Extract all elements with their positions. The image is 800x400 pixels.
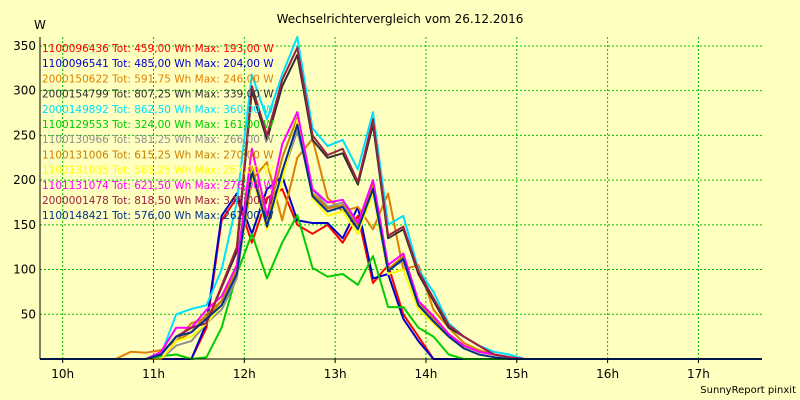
y-tick-label: 250 <box>13 128 36 142</box>
x-tick-label: 16h <box>596 367 619 381</box>
y-tick-label: 300 <box>13 84 36 98</box>
y-tick-label: 50 <box>21 307 36 321</box>
legend-entry-1100148421: 1100148421 Tot: 576,00 Wh Max: 262,00 W <box>42 210 274 222</box>
y-tick-label: 200 <box>13 173 36 187</box>
x-tick-label: 10h <box>51 367 74 381</box>
legend-entry-1100129553: 1100129553 Tot: 324,00 Wh Max: 161,00 W <box>42 119 274 131</box>
tick-labels: 50 100 150 200 250 300 350 10h 11h 12h 13h 14h 15h 16… <box>13 39 710 381</box>
x-tick-label: 15h <box>505 367 528 381</box>
legend-entry-1100130966: 1100130966 Tot: 581,25 Wh Max: 266,00 W <box>42 134 274 146</box>
x-tick-label: 12h <box>233 367 256 381</box>
x-tick-label: 11h <box>142 367 165 381</box>
legend-entry-1101131074: 1101131074 Tot: 621,50 Wh Max: 276,00 W <box>42 180 274 192</box>
x-tick-label: 13h <box>324 367 347 381</box>
y-axis-unit: W <box>34 18 46 32</box>
legend-entry-2000149892: 2000149892 Tot: 862,50 Wh Max: 360,00 W <box>42 104 274 116</box>
legend: 1100096436 Tot: 459,00 Wh Max: 193,00 W 1… <box>42 43 274 222</box>
legend-entry-1100096541: 1100096541 Tot: 485,00 Wh Max: 204,00 W <box>42 58 274 70</box>
legend-entry-2000150622: 2000150622 Tot: 591,75 Wh Max: 246,00 W <box>42 73 274 85</box>
credit-text: SunnyReport pinxit <box>700 385 796 396</box>
x-tick-label: 14h <box>415 367 438 381</box>
y-tick-label: 150 <box>13 218 36 232</box>
legend-entry-2000154799: 2000154799 Tot: 807,25 Wh Max: 339,00 W <box>42 89 274 101</box>
legend-entry-1100096436: 1100096436 Tot: 459,00 Wh Max: 193,00 W <box>42 43 274 55</box>
x-tick-label: 17h <box>687 367 710 381</box>
chart-title: Wechselrichtervergleich vom 26.12.2016 <box>277 12 524 26</box>
y-tick-label: 350 <box>13 39 36 53</box>
y-tick-label: 100 <box>13 263 36 277</box>
axes <box>39 37 762 360</box>
legend-entry-1100131035: 1100131035 Tot: 583,25 Wh Max: 267,00 W <box>42 165 274 177</box>
legend-entry-2000001478: 2000001478 Tot: 818,50 Wh Max: 348,00 W <box>42 195 274 207</box>
legend-entry-1100131006: 1100131006 Tot: 615,25 Wh Max: 270,00 W <box>42 149 274 161</box>
